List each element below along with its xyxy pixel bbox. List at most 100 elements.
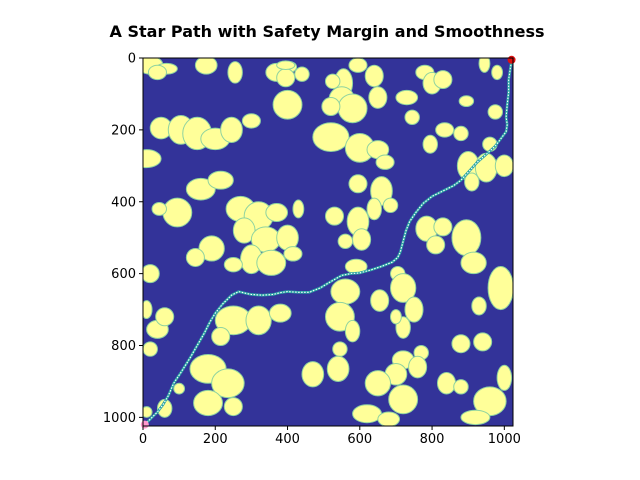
obstacle [368,86,388,109]
obstacle [404,296,424,323]
obstacle [256,249,287,276]
obstacle [276,68,296,88]
obstacle [433,217,453,237]
obstacle [321,97,341,116]
obstacle [408,355,428,379]
x-axis: 0 200 400 600 800 1000 [139,426,521,447]
obstacle [211,368,245,399]
obstacle [294,66,310,82]
obstacle [301,361,325,388]
obstacle [272,89,303,120]
obstacle [364,64,384,88]
goal-marker [507,55,516,64]
obstacle [143,341,158,357]
obstacle [324,73,341,90]
obstacle [464,172,480,192]
y-tick-label: 800 [111,339,136,354]
obstacle [433,70,453,90]
obstacle [326,355,350,382]
obstacle [312,122,350,152]
obstacle [348,174,368,194]
obstacle [348,58,368,73]
obstacle [265,203,289,223]
obstacle [276,60,296,70]
plot-frame [142,57,514,427]
obstacle [366,197,382,221]
obstacle [211,327,231,346]
plot-area [140,55,516,429]
x-tick-label: 800 [420,432,445,447]
x-tick-label: 0 [139,432,147,447]
obstacle [460,409,491,426]
obstacle [332,341,348,357]
obstacle [352,404,382,424]
obstacle [344,319,361,343]
obstacle [220,116,243,143]
obstacle [422,134,438,154]
obstacle [487,265,513,311]
obstacle [241,113,261,129]
obstacle [268,303,292,323]
astar-path [144,59,513,425]
obstacle [496,364,513,391]
x-tick-label: 400 [275,432,300,447]
obstacle [194,58,218,75]
y-tick-label: 200 [111,123,136,138]
obstacle [173,382,186,395]
obstacle [382,197,399,214]
obstacle [223,397,243,417]
obstacle [388,384,419,415]
obstacle [471,296,487,316]
obstacle [337,93,368,124]
obstacle [147,64,167,81]
obstacle [151,201,167,216]
obstacle [436,371,457,395]
obstacle [352,228,372,251]
obstacle [143,264,160,284]
y-tick-label: 400 [111,195,136,210]
chart-title: A Star Path with Safety Margin and Smoot… [110,22,545,41]
obstacle [375,154,395,170]
obstacle [404,109,420,125]
start-marker [140,420,149,429]
obstacle [223,256,243,273]
y-tick-label: 1000 [103,411,136,426]
y-axis: 0 200 400 600 800 1000 [103,52,143,426]
obstacle [390,273,417,303]
obstacle [377,411,401,426]
obstacle [227,61,243,84]
obstacle [185,177,216,201]
obstacle [478,58,491,73]
obstacle [198,235,225,262]
obstacle [245,305,272,336]
obstacle [337,233,354,249]
obstacle [143,149,162,169]
obstacle [364,370,392,397]
path-layer [143,58,513,426]
obstacle [426,235,446,255]
x-tick-label: 200 [203,432,228,447]
obstacle [292,199,305,219]
obstacle [453,125,469,142]
obstacle [143,406,153,418]
x-tick-label: 600 [347,432,372,447]
obstacle [451,334,471,354]
y-tick-label: 600 [111,267,136,282]
obstacle [487,104,504,120]
obstacle [395,89,419,106]
obstacle [451,219,482,257]
y-tick-label: 0 [128,52,136,67]
obstacle [185,247,205,267]
obstacle [460,251,487,275]
obstacle [193,389,223,417]
obstacle [435,122,455,138]
obstacle [155,307,175,327]
obstacle [370,289,390,312]
obstacle [324,206,345,226]
obstacle [473,332,493,352]
obstacle [207,170,234,190]
obstacle [453,379,469,395]
obstacle [491,64,504,81]
obstacle [494,154,513,178]
